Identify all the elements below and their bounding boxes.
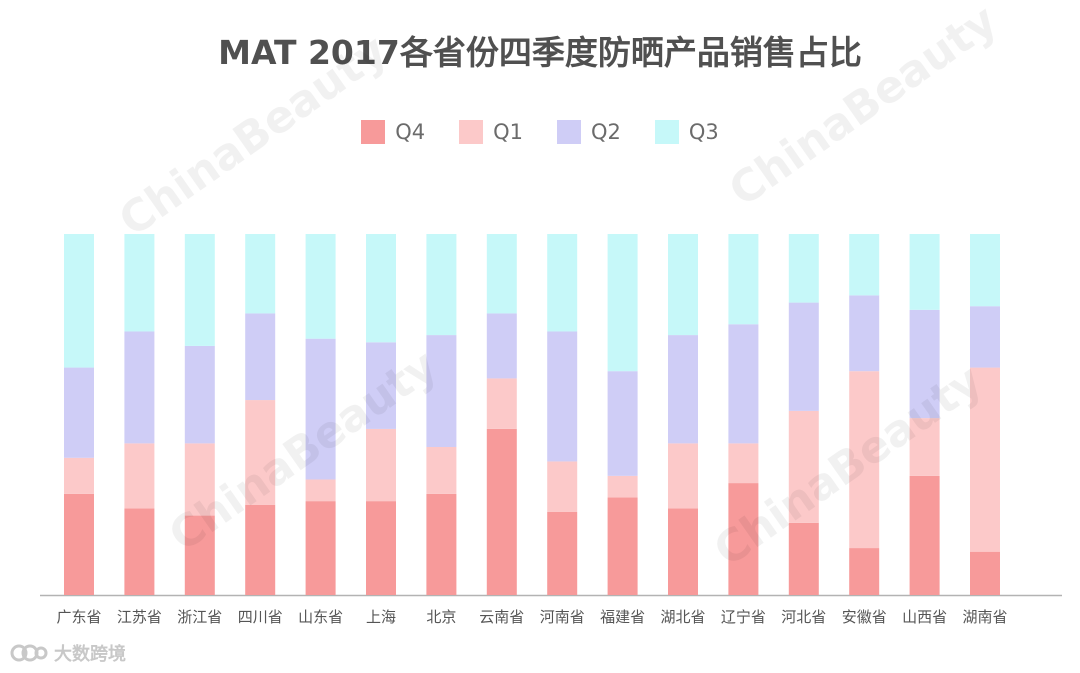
bar-segment-q1-12 xyxy=(728,443,759,484)
legend-item-q2: Q2 xyxy=(557,120,621,144)
bar-segment-q2-14 xyxy=(849,295,880,372)
x-tick-label: 安徽省 xyxy=(842,608,887,626)
bar-segment-q4-4 xyxy=(245,504,276,595)
bar-segment-q1-14 xyxy=(849,371,880,549)
bar-segment-q4-11 xyxy=(668,508,698,595)
bar-segment-q3-13 xyxy=(788,234,819,303)
bar-segment-q1-1 xyxy=(64,457,94,494)
x-tick-label: 湖北省 xyxy=(660,608,705,626)
x-tick-label: 河北省 xyxy=(781,608,826,626)
x-tick-label: 山西省 xyxy=(902,608,947,626)
x-tick-label: 北京 xyxy=(426,608,456,626)
bar-segment-q3-3 xyxy=(184,234,215,346)
legend-item-q3: Q3 xyxy=(654,120,719,144)
x-tick-label: 云南省 xyxy=(479,608,524,626)
legend-item-q4: Q4 xyxy=(361,120,425,144)
footer-logo: 大数跨境 xyxy=(10,640,126,666)
bar-segment-q3-11 xyxy=(668,234,698,336)
bar-segment-q2-11 xyxy=(668,335,698,444)
bar-segment-q3-15 xyxy=(909,234,940,310)
bar-segment-q2-6 xyxy=(366,342,396,429)
x-tick-label: 江苏省 xyxy=(117,608,162,626)
x-tick-label: 上海 xyxy=(366,608,396,626)
bar-segment-q4-5 xyxy=(305,501,336,595)
bar-segment-q4-1 xyxy=(64,493,94,595)
legend-label-q4: Q4 xyxy=(395,120,426,144)
bar-segment-q1-15 xyxy=(909,418,940,476)
bar-segment-q2-10 xyxy=(607,371,638,476)
bar-segment-q2-5 xyxy=(305,338,336,480)
x-tick-label: 山东省 xyxy=(298,608,343,626)
bar-segment-q1-8 xyxy=(486,378,517,429)
bar-segment-q3-6 xyxy=(366,234,396,343)
x-tick-label: 浙江省 xyxy=(177,608,222,626)
bar-segment-q3-1 xyxy=(64,234,94,368)
bar-segment-q2-1 xyxy=(64,367,94,458)
x-tick-label: 四川省 xyxy=(238,608,283,626)
bar-segment-q1-11 xyxy=(668,443,698,509)
bar-segment-q1-16 xyxy=(970,367,1000,552)
bar-segment-q4-9 xyxy=(547,511,578,595)
bar-segment-q1-13 xyxy=(788,410,819,523)
x-tick-label: 福建省 xyxy=(600,608,645,626)
bar-segment-q2-16 xyxy=(970,306,1000,368)
legend-swatch-q3 xyxy=(654,120,679,144)
bar-segment-q4-10 xyxy=(607,497,638,595)
legend-label-q3: Q3 xyxy=(688,120,719,144)
legend: Q4 Q1 Q2 Q3 xyxy=(0,120,1080,144)
bar-segment-q2-12 xyxy=(728,324,759,444)
bar-segment-q4-16 xyxy=(970,551,1000,595)
bar-segment-q1-7 xyxy=(426,446,457,494)
bar-segment-q3-8 xyxy=(486,234,517,314)
legend-label-q2: Q2 xyxy=(591,120,621,144)
bar-segment-q3-4 xyxy=(245,234,276,314)
bar-segment-q2-13 xyxy=(788,302,819,411)
bar-segment-q3-2 xyxy=(124,234,155,332)
bar-segment-q4-8 xyxy=(486,428,517,595)
bar-segment-q1-10 xyxy=(607,475,638,498)
bar-segment-q1-5 xyxy=(305,479,336,502)
brand-logo-icon xyxy=(10,644,48,662)
bar-segment-q3-9 xyxy=(547,234,578,332)
bar-segment-q4-7 xyxy=(426,493,457,595)
bar-segment-q2-8 xyxy=(486,313,517,379)
bar-segment-q3-5 xyxy=(305,234,336,339)
bar-segment-q3-10 xyxy=(607,234,638,372)
chart-title: MAT 2017各省份四季度防晒产品销售占比 xyxy=(218,33,862,72)
x-tick-label: 河南省 xyxy=(540,608,585,626)
legend-item-q1: Q1 xyxy=(459,120,523,144)
bar-segment-q1-6 xyxy=(366,428,396,502)
bar-segment-q4-2 xyxy=(124,508,155,595)
bar-segment-q2-4 xyxy=(245,313,276,401)
bar-segment-q4-12 xyxy=(728,483,759,595)
bar-segment-q1-4 xyxy=(245,400,276,505)
legend-label-q1: Q1 xyxy=(493,120,523,144)
bar-segment-q4-15 xyxy=(909,475,940,595)
x-tick-label: 湖南省 xyxy=(962,608,1007,626)
bar-segment-q2-2 xyxy=(124,331,155,444)
bar-segment-q4-13 xyxy=(788,522,819,595)
bar-segment-q2-3 xyxy=(184,345,215,444)
bar-segment-q3-12 xyxy=(728,234,759,325)
legend-swatch-q4 xyxy=(361,120,386,144)
x-tick-label: 辽宁省 xyxy=(721,608,766,626)
bar-segment-q4-3 xyxy=(184,515,215,595)
bar-segment-q4-6 xyxy=(366,501,396,595)
bar-segment-q3-7 xyxy=(426,234,457,336)
bar-segment-q3-14 xyxy=(849,234,880,296)
bar-segment-q2-7 xyxy=(426,335,457,447)
bar-segment-q2-9 xyxy=(547,331,578,462)
legend-swatch-q2 xyxy=(557,120,581,144)
bar-segment-q1-3 xyxy=(184,443,215,516)
bar-segment-q1-2 xyxy=(124,443,155,509)
legend-swatch-q1 xyxy=(459,120,484,144)
x-tick-label: 广东省 xyxy=(56,608,101,626)
footer-logo-text: 大数跨境 xyxy=(54,644,126,665)
bar-segment-q2-15 xyxy=(909,309,940,419)
bar-segment-q1-9 xyxy=(547,461,578,512)
bar-segment-q4-14 xyxy=(849,548,880,595)
bar-segment-q3-16 xyxy=(970,234,1000,307)
